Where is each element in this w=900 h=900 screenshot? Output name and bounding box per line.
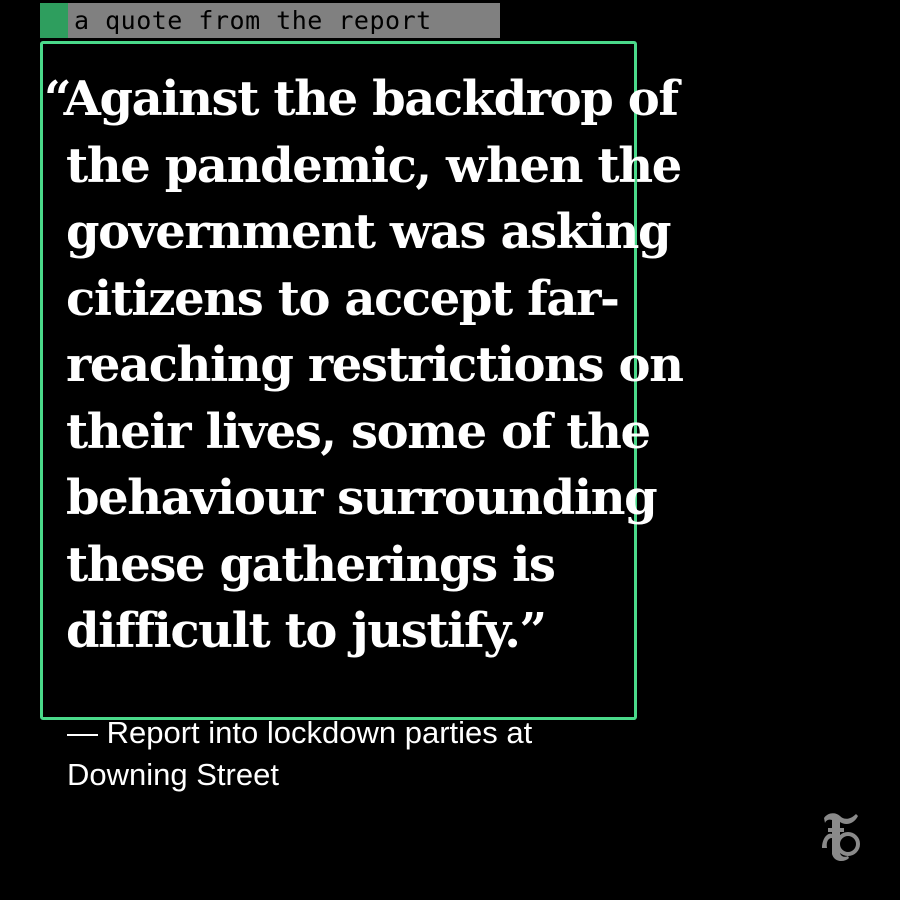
quote-line: reaching restrictions on [66,337,684,393]
quote-line: “Against the backdrop of [44,71,679,127]
quote-line: their lives, some of the [66,403,651,460]
annotation-color-swatch [40,3,68,38]
annotation-label-tag: a quote from the report [40,3,500,38]
nyt-logo-icon [822,813,860,862]
pull-quote: “Against the backdrop of the pandemic, w… [44,66,684,665]
annotation-label: a quote from the report [74,6,432,35]
quote-line: these gatherings is [66,536,556,593]
quote-line: behaviour surrounding [66,470,658,526]
attribution-line: Downing Street [67,757,279,792]
quote-line: citizens to accept far- [66,270,620,327]
attribution-line: — Report into lockdown parties at [67,715,533,750]
quote-line: difficult to justify.” [66,603,547,659]
quote-attribution: — Report into lockdown parties at Downin… [67,712,627,796]
quote-highlight-box [40,41,637,720]
quote-line: government was asking [66,204,672,260]
quote-line: the pandemic, when the [66,137,682,194]
